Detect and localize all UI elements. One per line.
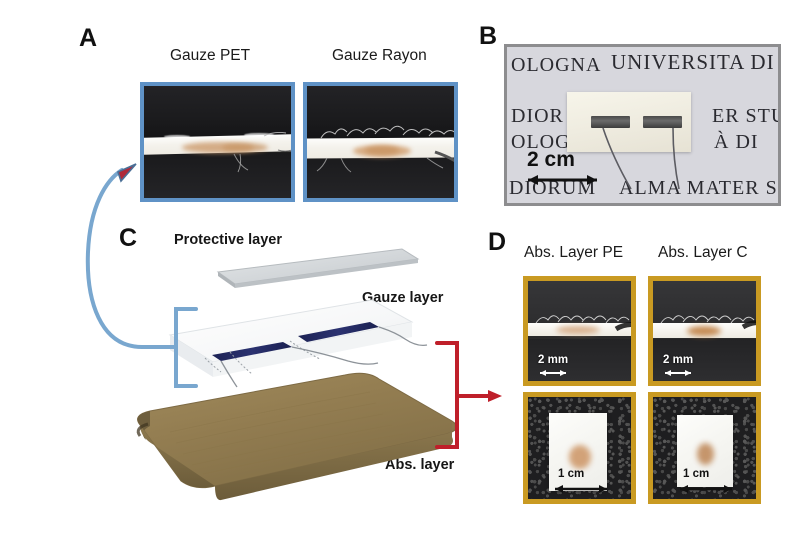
scale-label-2cm: 2 cm: [527, 148, 575, 171]
photo-background-upper: [307, 86, 454, 139]
fiber-fuzz: [164, 135, 190, 138]
scale-label-2mm: 2 mm: [663, 354, 694, 366]
caption-abs-layer-pe: Abs. Layer PE: [524, 244, 624, 261]
photo-gauze-rayon: [303, 82, 458, 202]
letterhead-line-1: OLOGNA: [511, 54, 602, 76]
arrowhead-to-panel-d: [488, 390, 502, 402]
photo-gauze-pet: [140, 82, 295, 202]
photo-abs-layer-c-top-view: 1 cm: [648, 392, 761, 504]
letterhead-line-4: ER STU: [712, 105, 781, 127]
scale-label-1cm: 1 cm: [683, 468, 710, 480]
letterhead-line-2: UNIVERSITA DI B: [611, 50, 781, 74]
label-protective-layer: Protective layer: [174, 232, 283, 248]
caption-gauze-rayon: Gauze Rayon: [332, 47, 427, 64]
absorbent-layer-slab: [136, 372, 458, 501]
blood-stain: [569, 445, 591, 469]
abs-to-panel-d-connector: [435, 341, 502, 449]
panel-label-a: A: [79, 24, 98, 52]
caption-gauze-pet: Gauze PET: [170, 47, 251, 64]
photo-background-lower: [307, 153, 454, 198]
blood-stain: [556, 326, 600, 334]
photo-abs-layer-c-cross-section: 2 mm: [648, 276, 761, 386]
scale-label-2mm: 2 mm: [538, 354, 569, 366]
protective-layer-slab: [216, 248, 420, 288]
photo-abs-layer-pe-top-view: 1 cm: [523, 392, 636, 504]
scale-label-1cm: 1 cm: [558, 468, 585, 480]
letterhead-line-8: ALMA MATER ST: [619, 177, 781, 199]
electrode-right: [643, 116, 682, 128]
panel-label-d: D: [488, 228, 507, 256]
electrode-left: [591, 116, 630, 128]
panel-label-c: C: [119, 224, 138, 252]
letterhead-line-6: À DI: [714, 131, 759, 153]
letterhead-line-7: DIORUM: [509, 177, 597, 199]
caption-abs-layer-c: Abs. Layer C: [658, 244, 748, 261]
blood-stain-core: [365, 146, 399, 155]
label-gauze-layer: Gauze layer: [362, 290, 444, 306]
blood-stain-core: [222, 143, 268, 152]
blood-stain: [182, 142, 254, 153]
photo-sensor-on-letterhead: OLOGNA UNIVERSITA DI B DIOR ER STU OLOG …: [504, 44, 781, 206]
blood-stain: [687, 326, 721, 336]
arrowhead-to-panel-a: [117, 163, 137, 183]
photo-background-upper: [144, 86, 291, 139]
blood-stain: [697, 443, 714, 465]
letterhead-line-5: OLOG: [511, 131, 571, 153]
fiber-fuzz: [244, 133, 274, 137]
photo-background-lower: [144, 153, 291, 198]
label-abs-layer: Abs. layer: [385, 457, 455, 473]
gauze-layer-slab: [168, 299, 428, 388]
letterhead-line-3: DIOR: [511, 105, 564, 127]
panel-label-b: B: [479, 22, 498, 50]
photo-abs-layer-pe-cross-section: 2 mm: [523, 276, 636, 386]
